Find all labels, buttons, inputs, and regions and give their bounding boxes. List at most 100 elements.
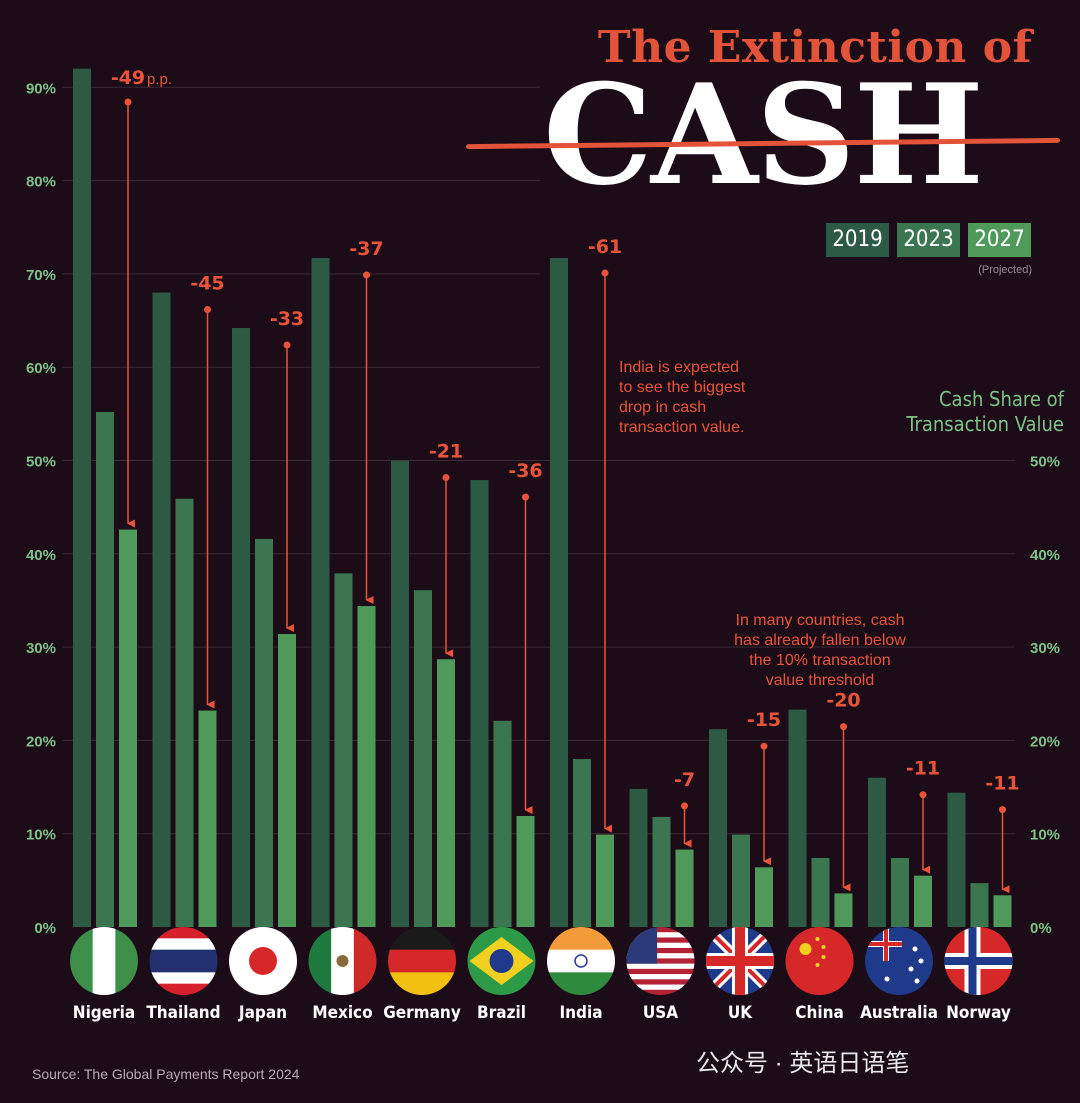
flag-star-australia-2 [908,966,914,972]
flag-stripe-usa-5 [626,953,695,959]
bar-india-2023 [573,759,591,927]
flag-stripe-germany-2 [388,972,456,995]
flag-canton-usa [626,927,658,964]
flag-thailand [149,927,218,995]
flag-china [785,927,854,995]
india-note-line-4: transaction value. [619,419,745,436]
bar-nigeria-2023 [96,411,114,927]
flag-stripe-usa-8 [626,968,695,975]
flag-stripe-germany-1 [388,949,456,973]
flag-mexico [308,927,377,995]
x-label-india: India [559,1003,602,1023]
x-label-uk: UK [728,1003,753,1023]
bar-thailand-2023 [175,498,194,927]
change-label-norway: -11 [985,773,1019,795]
y-tick-right-50: 50% [1030,454,1060,471]
flag-stripe-usa-12 [626,989,695,995]
change-label-uk: -15 [747,709,781,731]
y-tick-left-0: 0% [34,920,56,937]
y-tick-left-70: 70% [26,267,56,284]
bar-china-2023 [811,857,830,927]
bar-usa-2023 [652,816,671,927]
y-tick-left-20: 20% [26,733,56,750]
change-label-china: -20 [826,690,860,712]
bar-nigeria-2019 [73,68,91,927]
india-note-line-2: to see the biggest [619,379,746,396]
x-label-norway: Norway [946,1003,1011,1023]
bar-japan-2027 [278,634,296,927]
threshold-note-line-4: value threshold [765,672,875,689]
flag-norway [944,927,1013,995]
change-label-usa: -7 [674,769,695,791]
bar-usa-2027 [675,849,694,927]
flag-stripe-usa-1 [626,932,695,938]
legend-2019: 2019 [826,223,889,257]
legend-2027: 2027 [968,223,1031,257]
change-label-brazil: -36 [508,460,542,482]
axis-title-line-1: Cash Share of [938,387,1064,411]
flag-star-australia-4 [884,976,890,982]
flag-stripe-usa-9 [626,974,695,980]
flag-brazil [467,927,536,995]
y-tick-right-10: 10% [1030,827,1060,844]
y-tick-left-50: 50% [26,454,56,471]
source-note: Source: The Global Payments Report 2024 [32,1066,300,1082]
bar-brazil-2023 [493,720,512,927]
flag-stripe-thailand-3 [149,961,218,973]
change-label-mexico: -37 [349,238,383,260]
bar-usa-2019 [629,788,648,927]
bar-japan-2019 [232,328,250,927]
flag-stripe-nigeria-1 [92,927,116,995]
bar-china-2027 [834,893,853,927]
bar-germany-2023 [414,590,432,927]
flag-star-china-1 [821,945,826,949]
y-tick-right-0: 0% [1030,920,1052,937]
flag-stripe-germany-0 [388,927,456,951]
flag-star-australia-1 [918,958,924,964]
flag-stripe-thailand-4 [149,972,218,985]
x-label-mexico: Mexico [312,1003,372,1023]
flag-stripe-mexico-0 [308,927,332,995]
x-label-brazil: Brazil [477,1003,526,1023]
bar-germany-2027 [437,659,455,927]
flag-japan [229,927,297,995]
threshold-note-line-2: has already fallen below [734,632,906,649]
flag-stripe-mexico-2 [353,927,377,995]
x-label-nigeria: Nigeria [73,1003,135,1023]
bar-mexico-2023 [334,573,353,927]
flag-star-china-0 [815,937,820,941]
flag-bg-china [785,927,854,995]
y-tick-left-80: 80% [26,174,56,191]
flag-sun-japan [249,947,277,975]
flag-stripe-usa-10 [626,979,695,985]
change-unit-label: p.p. [147,71,172,88]
axis-title-line-2: Transaction Value [906,412,1064,436]
flag-stripe-usa-0 [626,927,695,933]
flag-stripe-usa-7 [626,963,695,970]
watermark-text: 公众号 · 英语日语笔 [696,1050,910,1077]
flag-stripe-india-1 [547,949,615,973]
y-tick-left-10: 10% [26,827,56,844]
bar-china-2019 [788,709,807,927]
flag-stripe-nigeria-0 [70,927,94,995]
flag-cross-uk-h2 [706,956,774,966]
bar-uk-2019 [709,729,727,927]
right-axis-title: Cash Share of Transaction Value [906,387,1064,437]
x-label-china: China [795,1003,844,1023]
bar-brazil-2019 [470,480,489,927]
flag-chakra-india [574,954,588,968]
flag-australia [865,927,933,995]
flag-stripe-usa-4 [626,947,695,954]
flag-usa [626,927,695,995]
y-tick-right-40: 40% [1030,547,1060,564]
flag-germany [388,927,456,995]
bar-norway-2023 [970,883,989,927]
bar-australia-2019 [868,777,886,927]
flag-cross-norway-h2 [944,957,1013,965]
flag-uk [706,927,774,995]
title-cash: CASH [543,53,984,216]
flag-star-australia-0 [912,946,918,952]
flag-stripe-india-0 [547,927,615,951]
title-line-1: The Extinction of [597,22,1032,73]
flag-stripe-thailand-5 [149,983,218,995]
